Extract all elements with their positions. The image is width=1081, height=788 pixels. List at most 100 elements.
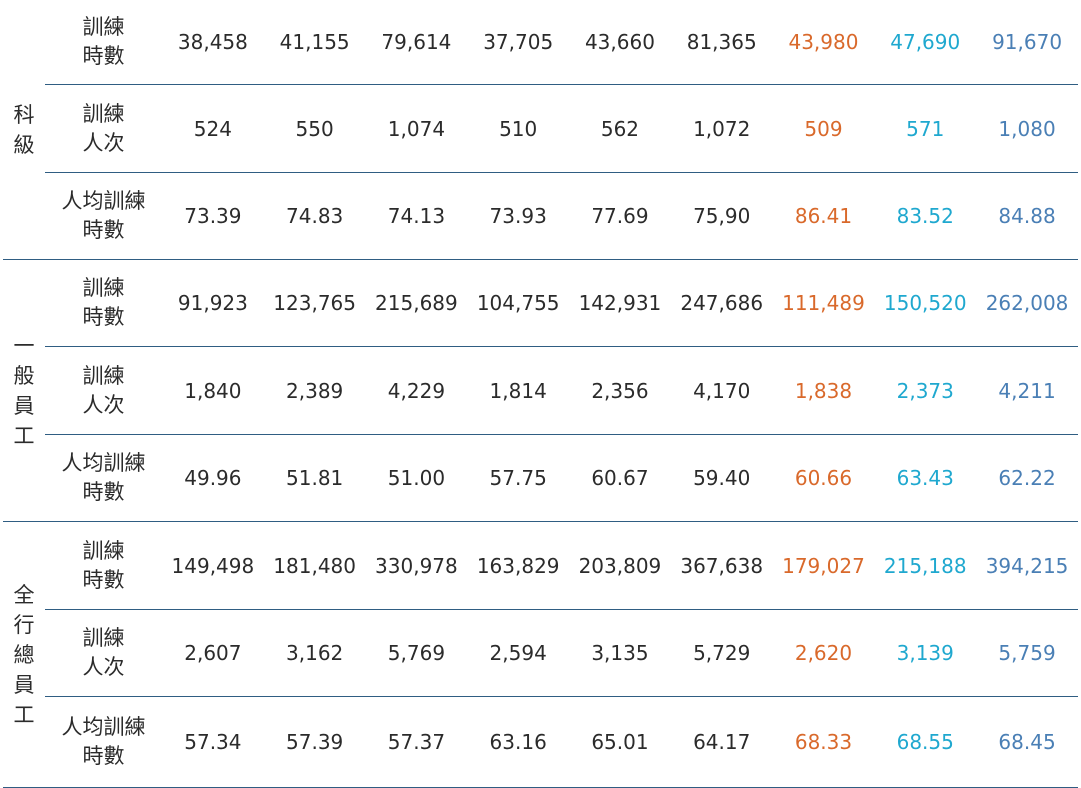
row-label-line: 人均訓練 bbox=[61, 189, 146, 213]
table-cell: 81,365 bbox=[670, 0, 773, 85]
table-cell: 63.43 bbox=[874, 434, 977, 522]
table-cell: 1,074 bbox=[365, 84, 468, 173]
row-label-line: 人次 bbox=[82, 130, 125, 155]
table-cell: 75,90 bbox=[670, 172, 773, 260]
table-cell: 4,170 bbox=[670, 346, 773, 435]
table-row: 人均訓練 時數 73.39 74.83 74.13 73.93 77.69 75,90 86.4… bbox=[3, 172, 1078, 260]
table-cell: 4,229 bbox=[365, 346, 468, 435]
row-label-line: 人次 bbox=[82, 655, 125, 679]
table-row: 人均訓練 時數 57.34 57.39 57.37 63.16 65.01 64.17 68.3… bbox=[3, 696, 1078, 788]
table-cell: 562 bbox=[569, 84, 671, 173]
group-label: 一般員工 bbox=[3, 259, 45, 522]
row-label: 訓練 時數 bbox=[45, 0, 162, 85]
group-label-char: 科 bbox=[13, 102, 35, 127]
table-cell: 3,135 bbox=[569, 609, 671, 697]
table-cell: 65.01 bbox=[569, 696, 671, 788]
table-cell: 179,027 bbox=[772, 521, 875, 610]
table-cell: 5,729 bbox=[670, 609, 773, 697]
row-label-line: 訓練 bbox=[82, 101, 125, 126]
table-row: 訓練 人次 2,607 3,162 5,769 2,594 3,135 5,729 2,620 3… bbox=[3, 609, 1078, 697]
table-cell: 79,614 bbox=[365, 0, 468, 85]
row-label-line: 時數 bbox=[82, 567, 125, 592]
table-cell: 1,072 bbox=[670, 84, 773, 173]
row-label-line: 訓練 bbox=[82, 15, 125, 39]
table-cell: 60.67 bbox=[569, 434, 671, 522]
table-cell: 215,689 bbox=[365, 259, 468, 347]
table-cell: 4,211 bbox=[976, 346, 1078, 435]
group-label-char: 一 bbox=[13, 333, 35, 358]
group-label-char: 工 bbox=[13, 423, 35, 448]
table-cell: 1,840 bbox=[162, 346, 264, 435]
table-cell: 104,755 bbox=[467, 259, 570, 347]
table-cell: 68.45 bbox=[976, 696, 1078, 788]
table-cell: 60.66 bbox=[772, 434, 875, 522]
row-label: 訓練 人次 bbox=[45, 609, 162, 697]
row-label-line: 時數 bbox=[82, 218, 125, 242]
table-row: 科級訓練 時數 38,458 41,155 79,614 37,705 43,660 81,3… bbox=[3, 0, 1078, 260]
group-label: 全行總員工 bbox=[3, 521, 45, 788]
table-cell: 550 bbox=[263, 84, 366, 173]
row-label-line: 人均訓練 bbox=[61, 451, 146, 475]
table-cell: 83.52 bbox=[874, 172, 977, 260]
table-cell: 64.17 bbox=[670, 696, 773, 788]
row-label: 訓練 人次 bbox=[45, 346, 162, 435]
table-cell: 57.37 bbox=[365, 696, 468, 788]
table-cell: 5,759 bbox=[976, 609, 1078, 697]
table-cell: 57.34 bbox=[162, 696, 264, 788]
table-row: 人均訓練 時數 49.96 51.81 51.00 57.75 60.67 59.40 60.6… bbox=[3, 434, 1078, 522]
table-cell: 2,620 bbox=[772, 609, 875, 697]
table-cell: 5,769 bbox=[365, 609, 468, 697]
group-label-char: 級 bbox=[13, 132, 35, 157]
table-cell: 2,356 bbox=[569, 346, 671, 435]
table-cell: 3,162 bbox=[263, 609, 366, 697]
group-label-char: 工 bbox=[13, 702, 35, 727]
table-cell: 2,594 bbox=[467, 609, 570, 697]
table-cell: 86.41 bbox=[772, 172, 875, 260]
table-cell: 394,215 bbox=[976, 521, 1078, 610]
table-cell: 247,686 bbox=[670, 259, 773, 347]
table-cell: 37,705 bbox=[467, 0, 570, 85]
table-cell: 68.33 bbox=[772, 696, 875, 788]
table-cell: 571 bbox=[874, 84, 977, 173]
group-label-char: 般 bbox=[13, 363, 35, 388]
table-cell: 62.22 bbox=[976, 434, 1078, 522]
table-cell: 150,520 bbox=[874, 259, 977, 347]
table-cell: 330,978 bbox=[365, 521, 468, 610]
row-label-line: 訓練 bbox=[82, 538, 125, 563]
row-label-line: 時數 bbox=[82, 480, 125, 504]
table-cell: 142,931 bbox=[569, 259, 671, 347]
table-cell: 510 bbox=[467, 84, 570, 173]
table-cell: 91,923 bbox=[162, 259, 264, 347]
table-row: 全行總員工 訓練時數 149,498 181,480 330,978 163,829 203… bbox=[3, 521, 1078, 788]
row-label-line: 人均訓練 bbox=[61, 715, 146, 739]
row-label: 人均訓練 時數 bbox=[45, 172, 162, 260]
row-label-line: 時數 bbox=[82, 44, 125, 68]
group-label-char: 總 bbox=[13, 642, 35, 667]
table-cell: 203,809 bbox=[569, 521, 671, 610]
row-label-line: 時數 bbox=[82, 744, 125, 768]
row-label-line: 人次 bbox=[82, 392, 125, 417]
table-cell: 2,607 bbox=[162, 609, 264, 697]
group-label-char: 行 bbox=[13, 612, 35, 637]
table-cell: 2,373 bbox=[874, 346, 977, 435]
table-cell: 84.88 bbox=[976, 172, 1078, 260]
table-cell: 181,480 bbox=[263, 521, 366, 610]
table-row: 訓練人次 524 550 1,074 510 562 1,072 509 571 1,080 bbox=[3, 84, 1078, 173]
row-label-line: 訓練 bbox=[82, 276, 125, 300]
table-cell: 509 bbox=[772, 84, 875, 173]
table-cell: 74.83 bbox=[263, 172, 366, 260]
table-cell: 163,829 bbox=[467, 521, 570, 610]
table-cell: 77.69 bbox=[569, 172, 671, 260]
table-cell: 215,188 bbox=[874, 521, 977, 610]
table-cell: 524 bbox=[162, 84, 264, 173]
table-cell: 73.93 bbox=[467, 172, 570, 260]
table-cell: 149,498 bbox=[162, 521, 264, 610]
table-cell: 49.96 bbox=[162, 434, 264, 522]
table-cell: 1,814 bbox=[467, 346, 570, 435]
row-label: 人均訓練 時數 bbox=[45, 434, 162, 522]
group-label-char: 全 bbox=[13, 582, 35, 607]
table-cell: 1,080 bbox=[976, 84, 1078, 173]
table-cell: 41,155 bbox=[263, 0, 366, 85]
table-cell: 111,489 bbox=[772, 259, 875, 347]
table-cell: 43,660 bbox=[569, 0, 671, 85]
